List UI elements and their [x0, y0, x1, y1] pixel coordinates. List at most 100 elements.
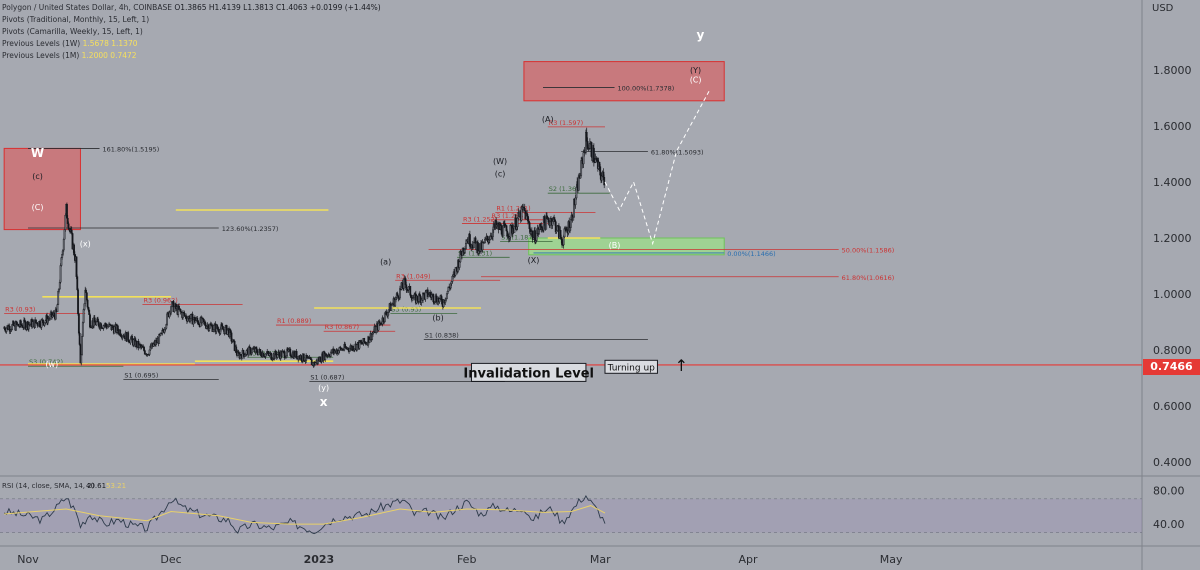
wave-label: (b) [432, 314, 443, 323]
pivot-level-label: R3 (0.867) [325, 323, 359, 331]
time-tick-label: May [880, 553, 903, 566]
time-tick-label: Nov [17, 553, 39, 566]
candle-body [396, 293, 399, 296]
candle-body [59, 265, 62, 283]
wave-label: (C) [32, 203, 44, 212]
candle-body [543, 216, 546, 224]
candle-body [242, 349, 245, 354]
indicator-label: Previous Levels (1W) [2, 39, 81, 48]
pivot-level-label: R1 (0.889) [277, 317, 311, 325]
pivot-level-label: R3 (1.597) [549, 119, 583, 127]
time-tick-label: Mar [590, 553, 611, 566]
candle-body [81, 322, 84, 337]
candle-body [80, 354, 83, 364]
wave-label: (w) [45, 360, 58, 369]
candle-body [95, 321, 98, 326]
prev-month-low: 0.7472 [110, 51, 137, 60]
candle-body [590, 142, 593, 157]
wave-label: (Y) [690, 66, 701, 75]
price-tick-label: 1.0000 [1153, 288, 1192, 301]
indicator-pivots-camarilla[interactable]: Pivots (Camarilla, Weekly, 15, Left, 1) [2, 27, 143, 36]
candle-body [77, 313, 80, 334]
time-tick-label: Dec [160, 553, 181, 566]
current-price-tag: 0.7466 [1143, 359, 1200, 375]
candle-body [77, 289, 79, 315]
pivot-level-label: R1 (1.291) [496, 205, 530, 213]
pivot-level-label: S3 (0.93) [391, 306, 421, 314]
rsi-band [0, 498, 1142, 533]
wave-label: y [696, 28, 704, 42]
wave-label: (x) [80, 239, 91, 248]
pivot-level-label: S3 (0.742) [29, 358, 63, 366]
wave-label: (y) [318, 384, 329, 393]
rsi-tick-label: 40.00 [1153, 518, 1185, 531]
wave-label: (C) [690, 76, 702, 85]
chart-legend: Polygon / United States Dollar, 4h, COIN… [2, 2, 381, 62]
annotation-text: Invalidation Level [463, 366, 594, 381]
symbol-title: Polygon / United States Dollar, 4h, COIN… [2, 3, 172, 12]
wave-label: (A) [542, 115, 554, 124]
candle-body [481, 242, 484, 251]
candle-body [42, 319, 45, 324]
candle-body [97, 318, 99, 322]
target-zone [528, 237, 725, 256]
candle-body [569, 219, 572, 228]
candle-body [82, 309, 85, 323]
fib-level-label: 123.60%(1.2357) [222, 225, 279, 233]
fib-level-label: 100.00%(1.7378) [618, 84, 675, 92]
rsi-ma-value: 53.21 [106, 482, 126, 490]
candle-body [35, 319, 37, 324]
candle-body [81, 336, 83, 355]
wave-label: (B) [609, 241, 621, 250]
time-tick-label: Apr [739, 553, 759, 566]
pivot-level-label: S3 (0.774) [248, 349, 282, 357]
candle-body [89, 314, 91, 328]
candle-body [86, 299, 89, 308]
fib-level-label: 61.80%(1.5093) [651, 148, 704, 156]
annotation-box [604, 359, 658, 374]
rsi-line [3, 495, 606, 535]
fib-level-label: 61.80%(1.0616) [842, 274, 895, 282]
candle-body [62, 239, 65, 251]
pivot-level-label: S1 (0.687) [310, 374, 344, 382]
indicator-previous-levels-1w[interactable]: Previous Levels (1W) 1.5678 1.1370 [2, 38, 381, 50]
rsi-title: RSI (14, close, SMA, 14, 2) [2, 482, 95, 490]
price-tick-label: 1.4000 [1153, 176, 1192, 189]
candle-body [127, 332, 130, 341]
indicator-previous-levels-1m[interactable]: Previous Levels (1M) 1.2000 0.7472 [2, 50, 381, 62]
candle-body [178, 306, 180, 310]
candle-body [85, 292, 88, 301]
candle-body [78, 332, 81, 345]
candle-body [76, 276, 79, 290]
prev-week-high: 1.5678 [82, 39, 109, 48]
pivot-level-label: R3 (0.93) [5, 306, 35, 314]
pivot-level-label: S2 (1.36) [549, 185, 579, 193]
price-tick-label: 0.6000 [1153, 400, 1192, 413]
pivot-level-label: S1 (0.838) [425, 331, 459, 339]
currency-label: USD [1152, 3, 1174, 14]
symbol-row[interactable]: Polygon / United States Dollar, 4h, COIN… [2, 2, 381, 14]
wave-label: x [320, 395, 328, 409]
target-zone [3, 147, 81, 231]
price-tick-label: 1.8000 [1153, 64, 1192, 77]
rsi-value: 40.61 [86, 482, 106, 490]
indicator-pivots-traditional[interactable]: Pivots (Traditional, Monthly, 15, Left, … [2, 15, 150, 24]
pivot-level-label: S1 (1.187) [501, 234, 535, 242]
target-zone [523, 61, 725, 102]
fib-level-label: 50.00%(1.1586) [842, 247, 895, 255]
candle-body [173, 306, 176, 312]
pivot-level-label: R3 (1.252) [463, 215, 497, 223]
price-tick-label: 1.2000 [1153, 232, 1192, 245]
rsi-ma-line [4, 505, 606, 525]
fib-level-label: 0.00%(1.1466) [727, 250, 775, 258]
time-tick-label: 2023 [304, 553, 335, 566]
prev-month-high: 1.2000 [81, 51, 108, 60]
pivot-level-label: R3 (1.265) [492, 212, 526, 220]
wave-label: (c) [495, 169, 506, 178]
candle-body [474, 237, 477, 243]
candle-body [31, 321, 34, 328]
candle-body [363, 338, 366, 343]
candle-body [575, 187, 578, 199]
